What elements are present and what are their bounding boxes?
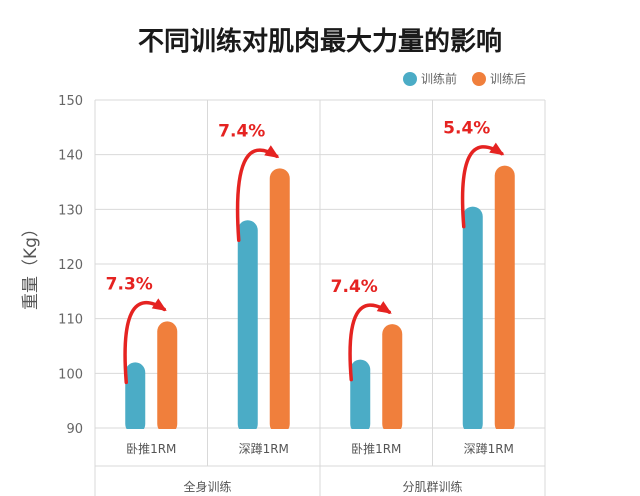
growth-arrows — [123, 142, 505, 385]
y-tick-label: 100 — [58, 367, 83, 382]
x-tick-label: 深蹲1RM — [239, 442, 289, 456]
group-label: 全身训练 — [183, 479, 231, 494]
growth-arrowhead — [376, 301, 392, 314]
x-tick-label: 卧推1RM — [351, 442, 401, 456]
growth-annotations: 7.3% 7.4% 7.4% 5.4% — [106, 119, 491, 298]
growth-arrowhead — [489, 142, 505, 156]
bar-after — [269, 168, 290, 435]
growth-annotation: 7.3% — [106, 274, 153, 294]
y-tick-label: 110 — [58, 313, 83, 328]
growth-arrowhead — [151, 298, 167, 312]
x-tick-label: 卧推1RM — [126, 442, 176, 456]
legend: 训练前 训练后 — [403, 71, 526, 86]
bar-before — [237, 220, 258, 434]
chart-title: 不同训练对肌肉最大力量的影响 — [138, 26, 502, 57]
bar-after — [382, 324, 403, 434]
legend-swatch-before — [403, 72, 417, 86]
growth-annotation: 7.4% — [218, 121, 265, 141]
bar-before — [125, 362, 146, 434]
y-tick-label: 150 — [58, 94, 83, 109]
x-tick-label: 深蹲1RM — [464, 442, 514, 456]
bar-after — [157, 321, 178, 434]
bar-after — [494, 165, 515, 434]
legend-swatch-after — [472, 72, 486, 86]
x-tick-labels: 卧推1RM 深蹲1RM 卧推1RM 深蹲1RM — [126, 442, 514, 456]
bar-before — [462, 206, 483, 434]
legend-label-after: 训练后 — [490, 71, 526, 86]
bars — [96, 165, 544, 466]
y-tick-label: 140 — [58, 149, 83, 164]
group-label: 分肌群训练 — [402, 479, 462, 494]
growth-annotation: 7.4% — [331, 277, 378, 297]
growth-annotation: 5.4% — [443, 119, 490, 139]
y-tick-label: 120 — [58, 258, 83, 273]
growth-arrowhead — [264, 145, 280, 158]
y-tick-label: 130 — [58, 203, 83, 218]
legend-label-before: 训练前 — [421, 71, 457, 86]
y-axis-label: 重量（Kg） — [21, 220, 41, 310]
bar-before — [350, 359, 371, 434]
y-tick-labels: 90 100 110 120 130 140 150 — [58, 94, 83, 437]
group-labels: 全身训练 分肌群训练 — [183, 479, 462, 494]
y-tick-label: 90 — [66, 422, 83, 437]
